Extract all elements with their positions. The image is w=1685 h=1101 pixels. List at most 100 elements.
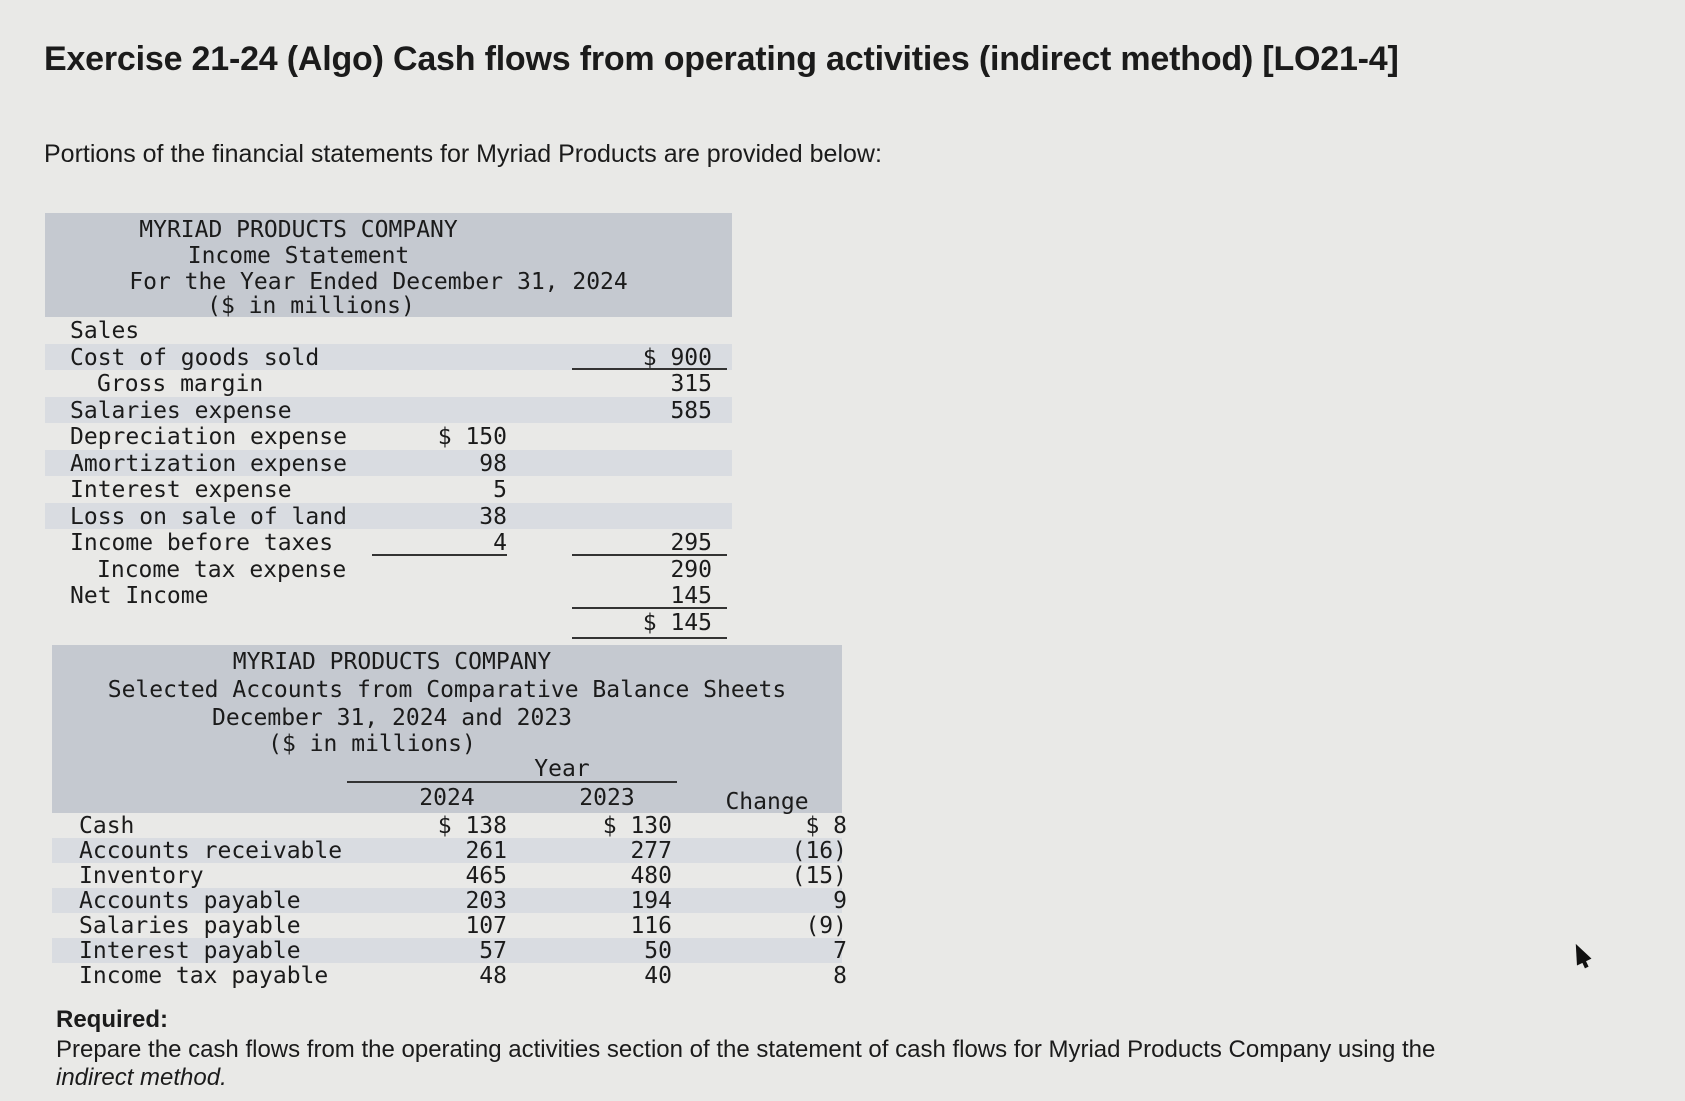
value-2024: 261	[465, 838, 507, 864]
table-row: Salaries payable 107 116 (9)	[52, 913, 847, 939]
income-row: Income before taxes 4 295	[45, 529, 732, 556]
value-change: (9)	[805, 913, 847, 939]
row-label: Loss on sale of land	[70, 503, 347, 530]
required-heading: Required:	[56, 1006, 169, 1033]
value-2024: 465	[465, 863, 507, 889]
statement-name: Selected Accounts from Comparative Balan…	[107, 677, 787, 703]
income-statement: MYRIAD PRODUCTS COMPANY Income Statement…	[45, 213, 732, 639]
intro-text: Portions of the financial statements for…	[44, 140, 882, 168]
value-2023: 194	[630, 888, 672, 914]
row-label: Cost of goods sold	[70, 344, 320, 371]
statement-name: Income Statement	[187, 243, 410, 269]
page-title: Exercise 21-24 (Algo) Cash flows from op…	[44, 40, 1399, 78]
value-2023: 40	[644, 963, 672, 989]
underline	[572, 606, 727, 609]
underline	[372, 553, 507, 556]
year-underline	[347, 781, 677, 783]
table-row: Accounts receivable 261 277 (16)	[52, 838, 847, 864]
required-instructions: Prepare the cash flows from the operatin…	[56, 1036, 1436, 1063]
statement-period: December 31, 2024 and 2023	[211, 705, 573, 731]
table-row: Income tax payable 48 40 8	[52, 963, 847, 989]
value-2024: 48	[479, 963, 507, 989]
table-row: Interest payable 57 50 7	[52, 938, 847, 964]
row-value: 5	[493, 477, 507, 503]
double-underline	[572, 637, 727, 639]
row-label: Salaries payable	[79, 913, 301, 939]
table-row: Cash $ 138 $ 130 $ 8	[52, 813, 847, 839]
row-label: Income before taxes	[70, 530, 334, 556]
value-2024: 203	[465, 888, 507, 914]
income-row: Amortization expense 98	[45, 449, 732, 477]
row-label: Accounts payable	[79, 888, 301, 914]
value-2023: 116	[630, 913, 672, 939]
year-label: Year	[534, 756, 590, 782]
row-label: Interest payable	[79, 938, 301, 964]
value-2023: 277	[630, 838, 672, 864]
value-change: $ 8	[805, 813, 847, 839]
row-value: 290	[670, 556, 712, 583]
income-row: Cost of goods sold $ 900	[45, 343, 732, 371]
row-label: Sales	[70, 318, 140, 344]
statement-period: For the Year Ended December 31, 2024	[129, 269, 628, 295]
row-label: Interest expense	[70, 477, 292, 503]
row-value: 145	[670, 583, 712, 609]
value-change: 8	[833, 963, 847, 989]
balance-sheet: MYRIAD PRODUCTS COMPANY Selected Account…	[52, 645, 847, 989]
statement-units: ($ in millions)	[268, 731, 476, 757]
company-name: MYRIAD PRODUCTS COMPANY	[139, 217, 458, 243]
row-label: Salaries expense	[70, 397, 292, 424]
value-2023: $ 130	[602, 813, 672, 839]
income-row: Interest expense 5	[45, 476, 732, 503]
row-label: Income tax expense	[97, 556, 347, 583]
row-label: Gross margin	[97, 371, 264, 397]
company-name: MYRIAD PRODUCTS COMPANY	[232, 649, 552, 675]
row-value: $ 145	[642, 609, 712, 636]
income-row: Sales	[45, 317, 732, 344]
row-label: Inventory	[79, 863, 204, 889]
table-row: Accounts payable 203 194 9	[52, 888, 847, 914]
required-section: Required: Prepare the cash flows from th…	[56, 1006, 1656, 1092]
row-value: 98	[479, 450, 507, 477]
value-change: 7	[833, 938, 847, 964]
row-label: Accounts receivable	[79, 838, 343, 864]
column-header-2024: 2024	[419, 785, 475, 811]
value-2024: $ 138	[437, 813, 507, 839]
row-label: Amortization expense	[70, 450, 347, 477]
income-row: Depreciation expense $ 150	[45, 423, 732, 450]
value-change: 9	[833, 888, 847, 914]
required-text: Prepare the cash flows from the operatin…	[56, 1036, 1656, 1092]
income-row: Gross margin 315	[45, 370, 732, 397]
income-row: Net Income 145	[45, 582, 732, 609]
row-value: $ 900	[642, 344, 712, 371]
value-2024: 57	[479, 938, 507, 964]
underline	[572, 553, 727, 556]
row-value: $ 150	[437, 424, 507, 450]
income-row: Loss on sale of land 38	[45, 502, 732, 530]
row-label: Net Income	[70, 583, 209, 609]
statement-units: ($ in millions)	[207, 293, 415, 319]
income-row: Income tax expense 290	[45, 556, 732, 583]
income-statement-header: MYRIAD PRODUCTS COMPANY Income Statement…	[45, 213, 732, 319]
required-method: indirect method.	[56, 1064, 227, 1091]
row-label: Income tax payable	[79, 963, 329, 989]
income-row: $ 145	[45, 609, 732, 639]
row-value: 315	[670, 371, 712, 397]
value-2023: 480	[630, 863, 672, 889]
income-row: Salaries expense 585	[45, 396, 732, 424]
underline	[572, 368, 727, 370]
table-row: Inventory 465 480 (15)	[52, 863, 847, 889]
row-value: 295	[670, 530, 712, 556]
row-label: Depreciation expense	[70, 424, 347, 450]
column-header-change: Change	[725, 789, 809, 815]
row-label: Cash	[79, 813, 135, 839]
balance-sheet-header: MYRIAD PRODUCTS COMPANY Selected Account…	[52, 645, 842, 815]
value-2024: 107	[465, 913, 507, 939]
value-change: (16)	[791, 838, 847, 864]
column-header-2023: 2023	[579, 785, 635, 811]
value-change: (15)	[791, 863, 847, 889]
row-value: 585	[670, 397, 712, 424]
row-value: 38	[479, 503, 507, 530]
value-2023: 50	[644, 938, 672, 964]
row-value: 4	[493, 530, 507, 556]
mouse-cursor-icon	[1568, 940, 1592, 966]
